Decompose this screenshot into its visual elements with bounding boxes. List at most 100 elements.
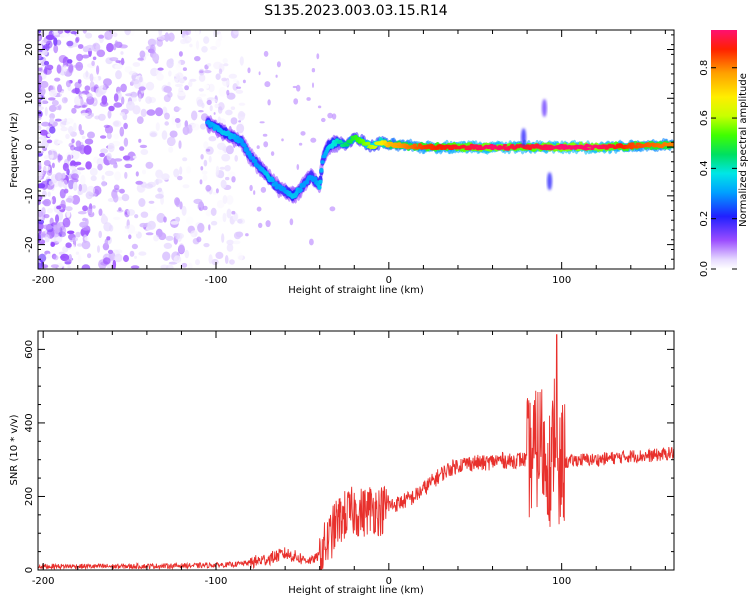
noise-blob <box>238 102 246 106</box>
snr-y-tick-label: 600 <box>24 340 35 359</box>
noise-blob <box>38 201 42 205</box>
noise-blob <box>106 152 112 161</box>
noise-blob <box>136 116 144 124</box>
spectrogram-y-tick-label: 20 <box>24 43 35 56</box>
noise-blob <box>139 50 146 58</box>
noise-blob <box>210 220 218 226</box>
noise-blob <box>43 155 49 160</box>
noise-blob <box>75 251 80 255</box>
noise-blob <box>168 261 178 265</box>
noise-blob <box>60 199 66 210</box>
noise-blob <box>218 68 223 75</box>
noise-blob <box>124 30 131 36</box>
noise-blob <box>80 112 89 116</box>
noise-blob <box>140 149 149 155</box>
noise-blob <box>135 180 143 185</box>
noise-blob <box>140 211 149 218</box>
noise-blob <box>49 117 54 125</box>
noise-blob <box>215 73 221 80</box>
noise-blob <box>230 117 238 125</box>
spectrogram-y-axis-label: Frequency (Hz) <box>9 112 20 188</box>
noise-blob <box>114 253 123 263</box>
noise-blob <box>39 129 48 136</box>
noise-blob <box>173 255 182 264</box>
noise-blob <box>188 80 193 87</box>
noise-blob <box>67 230 75 235</box>
noise-blob <box>179 166 183 175</box>
noise-blob <box>45 253 52 259</box>
noise-blob <box>198 74 206 82</box>
noise-blob <box>85 44 95 52</box>
noise-blob <box>242 79 246 84</box>
noise-blob <box>55 214 59 224</box>
noise-blob <box>72 181 78 191</box>
noise-blob <box>174 197 180 206</box>
noise-blob <box>208 83 215 93</box>
noise-blob <box>249 184 253 192</box>
noise-blob <box>48 97 56 101</box>
noise-blob <box>76 167 86 171</box>
noise-blob <box>44 30 50 33</box>
noise-blob <box>119 146 125 151</box>
spectrogram-y-tick-label: 0 <box>24 144 35 150</box>
noise-blob <box>38 43 43 51</box>
ridge-cell <box>313 176 318 182</box>
noise-blob <box>155 107 163 117</box>
noise-blob <box>76 53 84 62</box>
noise-blob <box>38 253 47 263</box>
noise-blob <box>232 240 241 245</box>
noise-blob <box>203 36 210 44</box>
noise-blob <box>103 78 112 86</box>
colorbar-tick-label: 0.4 <box>699 160 710 176</box>
colorbar-gradient <box>711 30 737 269</box>
noise-blob <box>139 222 148 228</box>
noise-blob <box>47 133 51 138</box>
noise-blob <box>107 142 115 153</box>
noise-blob <box>42 165 51 172</box>
noise-blob <box>43 67 52 75</box>
noise-blob <box>98 113 106 121</box>
noise-blob <box>72 88 81 94</box>
noise-blob <box>83 145 92 155</box>
noise-blob <box>194 56 201 62</box>
noise-blob <box>70 244 76 251</box>
noise-blob <box>75 231 81 238</box>
noise-blob <box>270 151 275 157</box>
noise-blob <box>138 198 146 207</box>
noise-blob <box>82 104 86 108</box>
noise-blob <box>128 234 132 240</box>
noise-blob <box>124 163 133 169</box>
noise-blob <box>263 50 269 57</box>
noise-blob <box>113 184 120 191</box>
spectrogram-x-tick-label: -100 <box>205 275 228 286</box>
noise-blob <box>119 188 125 194</box>
ridge-cell <box>585 147 591 151</box>
noise-blob <box>161 130 168 140</box>
noise-blob <box>202 205 208 211</box>
noise-blob <box>98 34 105 39</box>
noise-blob <box>148 205 157 212</box>
noise-blob <box>145 96 153 104</box>
noise-blob <box>198 207 202 211</box>
noise-blob <box>222 212 227 223</box>
noise-blob <box>126 101 135 111</box>
noise-blob <box>181 262 188 268</box>
noise-blob <box>221 77 228 82</box>
noise-blob <box>175 107 182 111</box>
noise-blob <box>62 217 71 228</box>
noise-blob <box>138 138 142 143</box>
noise-blob <box>260 186 267 193</box>
noise-blob <box>106 132 112 140</box>
noise-blob <box>76 146 84 152</box>
noise-blob <box>167 91 173 98</box>
noise-blob <box>135 171 139 177</box>
noise-blob <box>296 164 300 170</box>
noise-blob <box>98 208 103 216</box>
noise-blob <box>132 96 137 102</box>
ridge-cell <box>502 144 508 147</box>
noise-blob <box>38 88 42 93</box>
noise-blob <box>139 76 143 83</box>
noise-blob <box>206 148 211 152</box>
noise-blob <box>148 200 155 204</box>
